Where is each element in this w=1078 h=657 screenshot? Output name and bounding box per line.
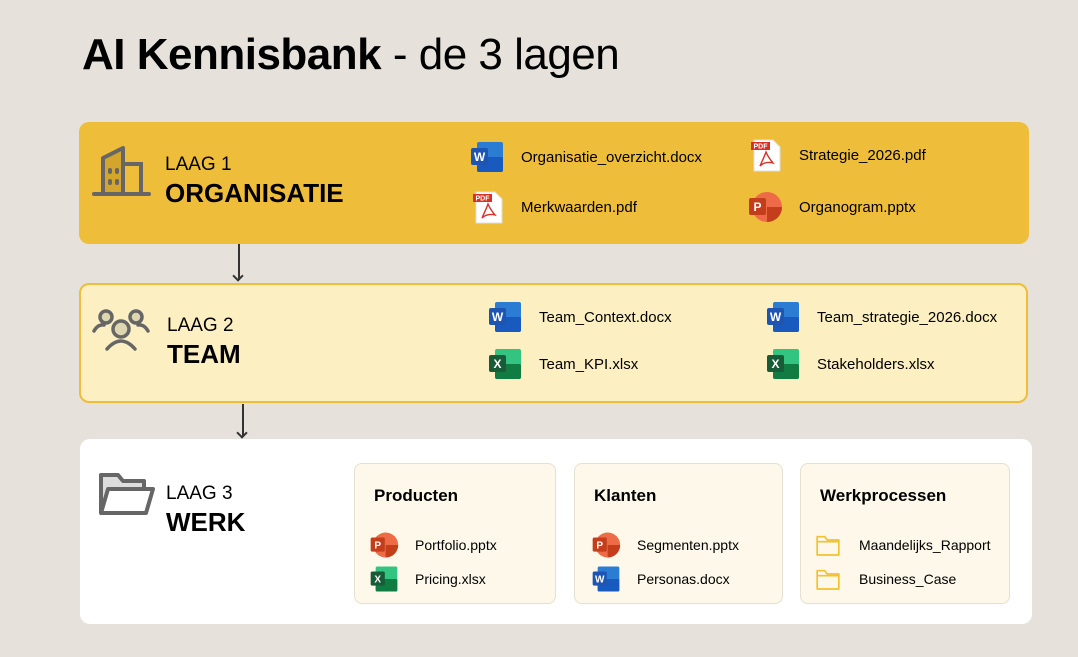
file-name: Team_KPI.xlsx: [539, 355, 639, 373]
file-name: Team_Context.docx: [539, 308, 672, 326]
powerpoint-icon: P: [591, 530, 621, 560]
powerpoint-icon: P: [369, 530, 399, 560]
excel-icon: X: [487, 346, 523, 382]
card-title: Producten: [374, 486, 459, 505]
svg-text:X: X: [771, 357, 779, 371]
folder-icon: [813, 530, 843, 560]
file-item[interactable]: Business_Case: [813, 564, 956, 594]
file-item[interactable]: X Pricing.xlsx: [369, 564, 486, 594]
layer-name: WERK: [166, 507, 246, 537]
file-item[interactable]: P Organogram.pptx: [747, 189, 916, 225]
file-item[interactable]: P Segmenten.pptx: [591, 530, 739, 560]
layer-label: LAAG 3 WERK: [166, 483, 245, 538]
card-title: Klanten: [594, 486, 657, 505]
layer-number: LAAG 2: [167, 315, 234, 336]
file-name: Portfolio.pptx: [415, 537, 497, 553]
file-item[interactable]: Maandelijks_Rapport: [813, 530, 991, 560]
svg-text:P: P: [596, 540, 603, 551]
file-name: Stakeholders.xlsx: [817, 355, 935, 373]
svg-text:PDF: PDF: [754, 144, 769, 151]
svg-text:P: P: [374, 540, 381, 551]
layer-label: LAAG 1 ORGANISATIE: [165, 154, 344, 209]
file-item[interactable]: W Team_Context.docx: [487, 299, 672, 335]
file-name: Segmenten.pptx: [637, 537, 739, 553]
file-name: Pricing.xlsx: [415, 571, 486, 587]
building-icon: [92, 146, 151, 196]
file-name: Personas.docx: [637, 571, 730, 587]
file-item[interactable]: W Personas.docx: [591, 564, 730, 594]
svg-text:X: X: [374, 574, 381, 585]
pdf-icon: PDF: [747, 137, 783, 173]
file-name: Business_Case: [859, 571, 957, 587]
layer-number: LAAG 3: [166, 483, 233, 504]
layer-number: LAAG 1: [165, 154, 232, 175]
file-item[interactable]: X Team_KPI.xlsx: [487, 346, 638, 382]
excel-icon: X: [369, 564, 399, 594]
folder-open-icon: [99, 473, 155, 515]
svg-text:P: P: [753, 200, 761, 214]
file-item[interactable]: W Organisatie_overzicht.docx: [469, 139, 702, 175]
word-icon: W: [591, 564, 621, 594]
card-title: Werkprocessen: [820, 486, 947, 505]
page-title: AI Kennisbank - de 3 lagen: [82, 30, 620, 80]
layer-name: ORGANISATIE: [165, 178, 344, 208]
svg-text:W: W: [595, 574, 605, 585]
title-bold: AI Kennisbank: [82, 30, 382, 79]
card-werkprocessen: Werkprocessen Maandelijks_Rapport Busine…: [800, 463, 1010, 604]
svg-text:W: W: [770, 310, 782, 324]
layer-1-organisatie: LAAG 1 ORGANISATIE W Organisatie_overzicht…: [79, 122, 1029, 244]
svg-text:X: X: [493, 357, 501, 371]
svg-text:PDF: PDF: [476, 196, 491, 203]
layer-3-werk: LAAG 3 WERK Producten P Portfolio.pptx X Pr…: [80, 439, 1032, 624]
file-item[interactable]: PDF Merkwaarden.pdf: [469, 189, 637, 225]
pdf-icon: PDF: [469, 189, 505, 225]
file-item[interactable]: P Portfolio.pptx: [369, 530, 497, 560]
svg-text:W: W: [492, 310, 504, 324]
card-klanten: Klanten P Segmenten.pptx W Personas.docx: [574, 463, 783, 604]
file-name: Team_strategie_2026.docx: [817, 308, 998, 326]
team-icon: [92, 309, 150, 351]
file-item[interactable]: PDF Strategie_2026.pdf: [747, 137, 926, 173]
word-icon: W: [765, 299, 801, 335]
file-name: Merkwaarden.pdf: [521, 198, 637, 216]
file-name: Maandelijks_Rapport: [859, 537, 991, 553]
file-name: Organisatie_overzicht.docx: [521, 148, 702, 166]
layer-label: LAAG 2 TEAM: [167, 315, 241, 370]
svg-text:W: W: [474, 150, 486, 164]
file-item[interactable]: X Stakeholders.xlsx: [765, 346, 935, 382]
card-producten: Producten P Portfolio.pptx X Pricing.xlsx: [354, 463, 556, 604]
file-name: Organogram.pptx: [799, 198, 916, 216]
folder-icon: [813, 564, 843, 594]
word-icon: W: [469, 139, 505, 175]
file-name: Strategie_2026.pdf: [799, 146, 926, 164]
layer-name: TEAM: [167, 339, 241, 369]
arrow-down: [238, 244, 240, 280]
title-rest: - de 3 lagen: [381, 30, 620, 79]
file-item[interactable]: W Team_strategie_2026.docx: [765, 299, 997, 335]
powerpoint-icon: P: [747, 189, 783, 225]
arrow-down: [242, 404, 244, 437]
excel-icon: X: [765, 346, 801, 382]
word-icon: W: [487, 299, 523, 335]
layer-2-team: LAAG 2 TEAM W Team_Context.docx W Team_stra…: [79, 283, 1028, 403]
